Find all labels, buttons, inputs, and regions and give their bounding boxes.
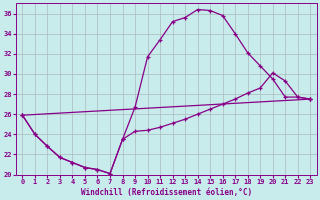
X-axis label: Windchill (Refroidissement éolien,°C): Windchill (Refroidissement éolien,°C) [81,188,252,197]
